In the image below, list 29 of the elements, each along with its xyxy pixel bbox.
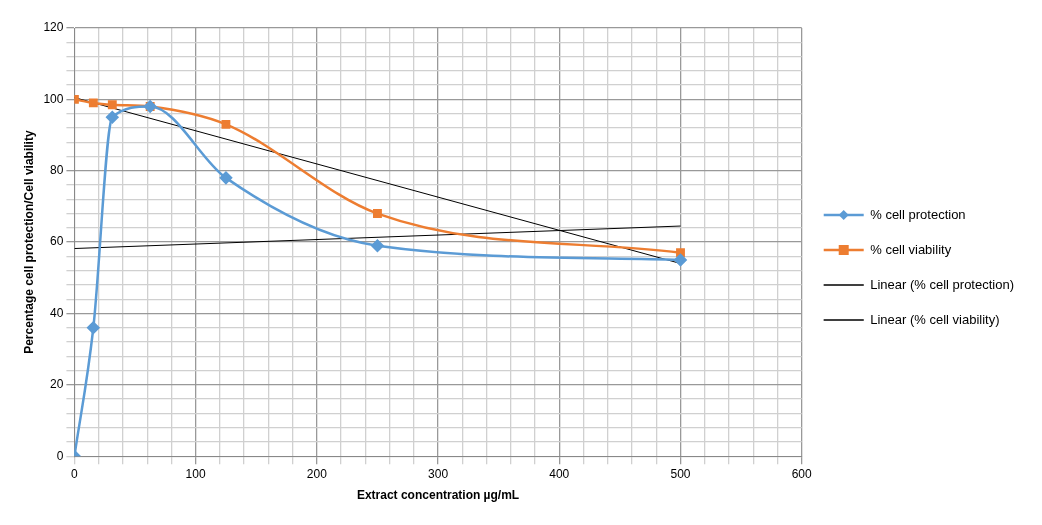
point bbox=[371, 239, 384, 252]
y-tick-label: 120 bbox=[43, 20, 64, 35]
point bbox=[373, 209, 382, 218]
x-tick-label: 500 bbox=[670, 466, 691, 481]
x-tick-label: 100 bbox=[185, 466, 206, 481]
point bbox=[107, 100, 117, 110]
point bbox=[88, 98, 98, 108]
point bbox=[219, 171, 233, 185]
point bbox=[221, 119, 231, 129]
x-tick-label: 300 bbox=[428, 466, 449, 481]
legend-label: % cell protection bbox=[870, 206, 966, 222]
point bbox=[106, 110, 119, 124]
legend-label: % cell viability bbox=[870, 241, 952, 257]
y-axis-title: Percentage cell protection/Cell viability bbox=[21, 130, 36, 354]
y-tick-label: 60 bbox=[50, 234, 64, 249]
point bbox=[87, 321, 100, 334]
y-tick-label: 0 bbox=[56, 448, 64, 463]
x-axis-title: Extract concentration µg/mL bbox=[356, 488, 520, 503]
point bbox=[674, 253, 687, 267]
y-tick-label: 80 bbox=[50, 163, 64, 178]
x-tick-label: 200 bbox=[306, 466, 328, 481]
y-tick-label: 20 bbox=[50, 377, 64, 392]
x-tick-label: 0 bbox=[71, 466, 79, 481]
y-tick-label: 100 bbox=[43, 91, 64, 106]
legend-label: Linear (% cell viability) bbox=[870, 311, 1000, 327]
y-tick-label: 40 bbox=[50, 305, 64, 320]
x-tick-label: 400 bbox=[549, 466, 570, 481]
x-tick-label: 600 bbox=[791, 466, 813, 481]
legend-label: Linear (% cell protection) bbox=[870, 276, 1015, 292]
